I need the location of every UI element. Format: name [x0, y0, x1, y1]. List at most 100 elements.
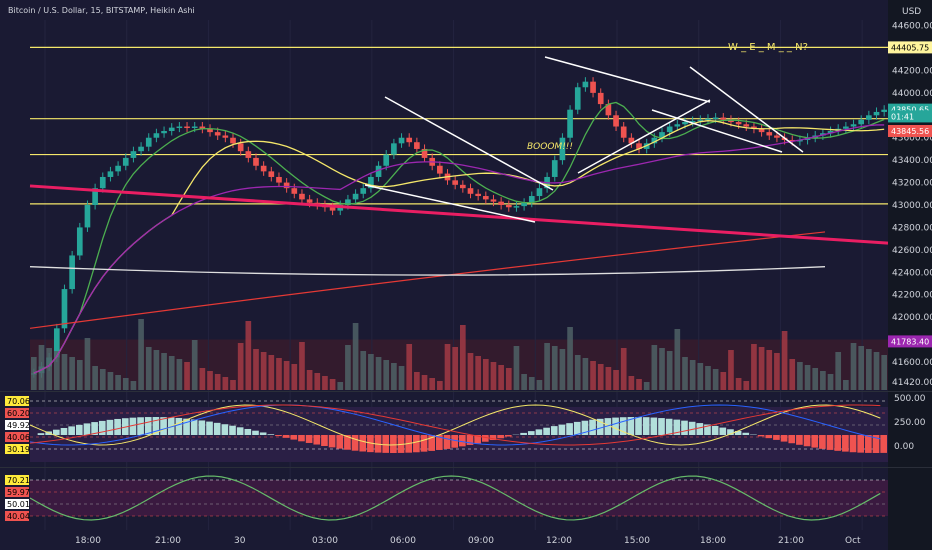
histogram-bar — [175, 417, 183, 435]
candle — [122, 157, 129, 166]
y-tick-label: 43400.00 — [892, 156, 932, 166]
pane-divider — [0, 391, 932, 392]
candle — [69, 255, 75, 290]
histogram-bar — [428, 435, 436, 451]
price-tag-text: 44405.75 — [891, 43, 929, 52]
moving-average — [33, 101, 885, 374]
histogram-bar — [137, 417, 144, 435]
volume-bar — [92, 366, 98, 390]
histogram-bar — [819, 435, 826, 449]
indicator1-tag-text: 40.06 — [7, 433, 30, 442]
volume-bar — [735, 378, 742, 390]
volume-bar — [513, 346, 520, 390]
indicator1-line — [29, 404, 881, 446]
volume-bar — [184, 362, 190, 390]
candle — [176, 126, 183, 129]
candle — [590, 81, 596, 93]
histogram-bar — [436, 435, 443, 450]
histogram-bar — [390, 435, 397, 453]
x-tick-label: 30 — [234, 536, 246, 546]
histogram-bar — [229, 425, 236, 435]
histogram-bar — [481, 435, 489, 442]
candle — [375, 165, 382, 177]
candle — [199, 126, 206, 129]
candle — [130, 151, 137, 158]
x-tick-label: 18:00 — [700, 536, 726, 546]
candle — [168, 127, 175, 131]
volume-bar — [835, 352, 842, 390]
histogram-bar — [704, 424, 711, 435]
volume-bar — [283, 361, 290, 390]
volume-bar — [689, 360, 696, 390]
indicator2-tag-text: 59.97 — [7, 488, 30, 497]
volume-bar — [659, 348, 665, 390]
candle — [99, 176, 106, 189]
volume-bar — [452, 347, 458, 390]
volume-bar — [720, 372, 727, 390]
candle — [766, 132, 773, 136]
x-tick-label: 03:00 — [312, 536, 338, 546]
candle — [597, 92, 604, 105]
histogram-bar — [788, 435, 796, 444]
volume-bar — [99, 369, 106, 390]
histogram-bar — [114, 418, 121, 435]
candle — [513, 206, 520, 208]
histogram-bar — [183, 418, 190, 435]
candle — [827, 131, 834, 134]
candle — [758, 128, 765, 133]
indicator1-tag — [5, 396, 29, 406]
volume-bar — [138, 319, 144, 390]
histogram-bar — [52, 429, 60, 435]
indicator1-tag — [5, 432, 29, 442]
x-tick-label: 06:00 — [390, 536, 416, 546]
price-tag-text: 41783.40 — [891, 337, 929, 346]
candle — [421, 148, 428, 158]
volume-bar — [850, 343, 857, 390]
volume-bar — [528, 377, 535, 390]
candle — [697, 119, 704, 122]
volume-bar — [482, 359, 489, 390]
candle — [628, 137, 635, 144]
volume-bar — [728, 350, 734, 390]
histogram-bar — [497, 435, 504, 439]
volume-bar — [820, 371, 826, 390]
volume-bar — [153, 350, 160, 390]
volume-bar — [705, 366, 711, 390]
price-tag-2 — [888, 110, 932, 123]
annotation-boom: BOOOM!!! — [527, 142, 573, 152]
volume-bar — [590, 361, 596, 390]
volume-bar — [643, 382, 650, 390]
histogram-bar — [91, 422, 98, 435]
histogram-bar — [344, 435, 351, 450]
histogram-bar — [558, 424, 566, 435]
candle — [528, 196, 535, 203]
volume-bar — [31, 357, 37, 390]
indicator2-tag — [5, 511, 29, 521]
candle — [245, 151, 252, 158]
pane-divider-2 — [0, 467, 932, 468]
candle — [682, 122, 688, 125]
histogram-bar — [267, 434, 275, 435]
histogram-bar — [550, 426, 558, 435]
candle — [613, 115, 619, 127]
volume-bar — [145, 347, 152, 390]
volume-bar — [306, 370, 313, 390]
histogram-bar — [160, 417, 167, 435]
candle — [306, 199, 313, 203]
y-tick-label: 44200.00 — [892, 66, 932, 76]
candle — [873, 111, 880, 116]
histogram-bar — [658, 418, 665, 435]
indicator1-tag — [5, 444, 29, 454]
volume-bar — [697, 363, 704, 390]
histogram-bar — [459, 435, 466, 447]
candle — [881, 109, 887, 112]
volume-bar — [567, 327, 573, 390]
volume-bar — [766, 350, 773, 390]
candle — [636, 143, 642, 149]
candle — [498, 201, 504, 205]
candle — [797, 139, 803, 142]
histogram-bar — [98, 420, 106, 435]
histogram-bar — [252, 430, 259, 435]
volume-bar — [597, 364, 604, 390]
